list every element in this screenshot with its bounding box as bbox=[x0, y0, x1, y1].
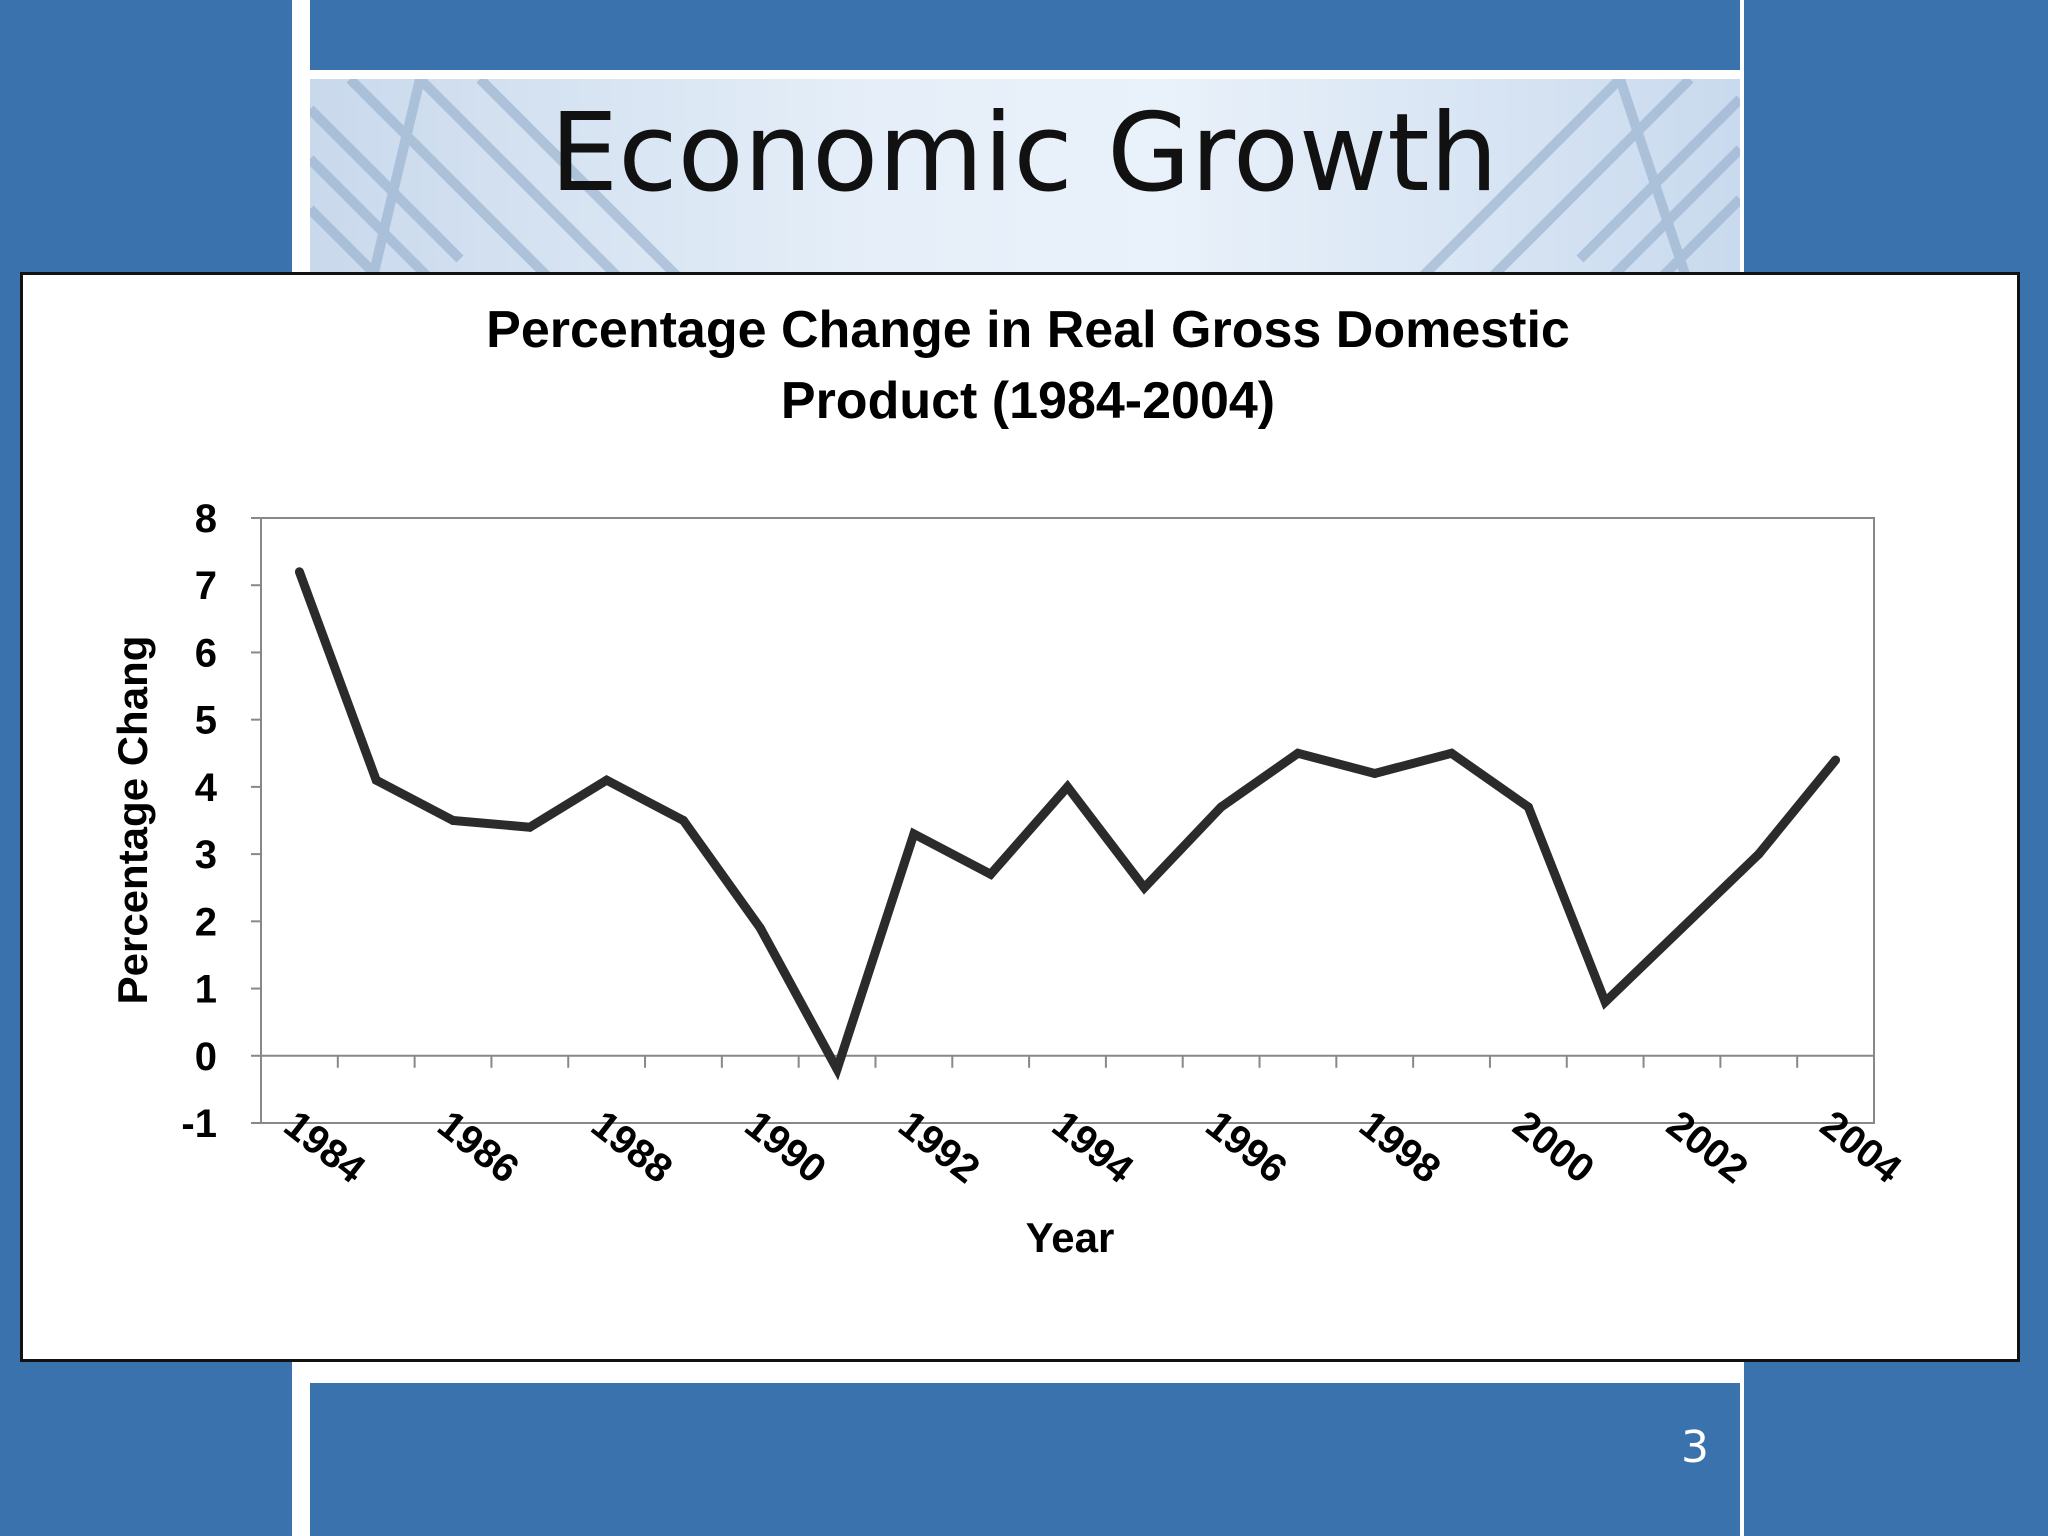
diagonal-stripes-decoration bbox=[310, 79, 1740, 289]
data-point bbox=[294, 567, 304, 577]
chart-container: Percentage Change in Real Gross Domestic… bbox=[20, 272, 2020, 1362]
data-point bbox=[1063, 782, 1072, 792]
y-tick-label: 2 bbox=[195, 900, 217, 944]
y-tick-label: 0 bbox=[195, 1035, 217, 1079]
y-tick-label: 4 bbox=[195, 766, 218, 810]
y-tick-label: 8 bbox=[195, 497, 217, 541]
data-point bbox=[525, 822, 535, 832]
slide-title: Economic Growth bbox=[549, 91, 1499, 216]
data-point bbox=[1370, 768, 1380, 778]
data-point bbox=[1523, 802, 1533, 812]
y-axis-label: Percentage Chang bbox=[109, 636, 156, 1005]
data-point bbox=[1139, 883, 1149, 893]
data-point bbox=[371, 775, 381, 785]
y-tick-label: 7 bbox=[195, 564, 217, 608]
top-band bbox=[310, 0, 1740, 70]
data-point bbox=[1754, 849, 1764, 859]
y-tick-label: 6 bbox=[195, 631, 217, 675]
data-point bbox=[832, 1064, 842, 1074]
page-number: 3 bbox=[1681, 1422, 1709, 1473]
data-point bbox=[1600, 997, 1610, 1007]
data-point bbox=[1831, 755, 1841, 765]
y-tick-label: 5 bbox=[195, 699, 217, 743]
data-point bbox=[755, 923, 765, 933]
data-point bbox=[986, 869, 996, 879]
bottom-band bbox=[310, 1383, 1740, 1536]
data-point bbox=[909, 829, 919, 839]
chart-title-line-2: Product (1984-2004) bbox=[781, 372, 1275, 430]
data-point bbox=[1677, 923, 1687, 933]
line-chart: Percentage Change in Real Gross Domestic… bbox=[109, 301, 1910, 1261]
data-point bbox=[1293, 748, 1303, 758]
data-point bbox=[1216, 802, 1226, 812]
chart-title-line-1: Percentage Change in Real Gross Domestic bbox=[486, 301, 1570, 359]
data-point bbox=[602, 775, 612, 785]
data-point bbox=[678, 816, 688, 825]
data-point bbox=[1447, 748, 1457, 758]
x-axis-label: Year bbox=[1026, 1214, 1115, 1261]
data-point bbox=[448, 816, 458, 825]
y-tick-label: -1 bbox=[181, 1102, 217, 1146]
y-tick-label: 3 bbox=[195, 833, 217, 877]
title-banner bbox=[310, 79, 1740, 289]
plot-area bbox=[260, 517, 1875, 1124]
y-tick-label: 1 bbox=[195, 968, 217, 1012]
